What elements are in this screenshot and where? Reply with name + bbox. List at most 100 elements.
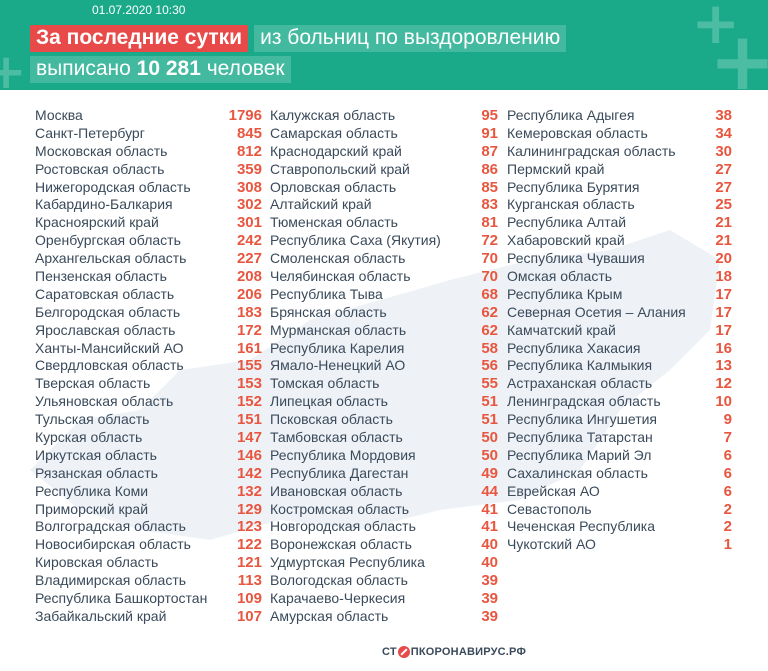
region-name: Тверская область (35, 375, 151, 392)
discharged-count: 109 (236, 590, 262, 608)
region-name: Пермский край (507, 160, 605, 177)
discharged-count: 9 (723, 411, 732, 429)
table-row: Иркутская область 146 (35, 447, 262, 465)
region-name: Москва (35, 107, 83, 123)
discharged-count: 56 (481, 357, 498, 375)
stop-icon (397, 645, 410, 658)
discharged-count: 39 (481, 607, 498, 625)
region-name: Республика Тыва (270, 285, 383, 302)
table-row: Республика Мордовия 50 (270, 447, 498, 465)
region-name: Омская область (507, 268, 613, 285)
table-row: Омская область 18 (507, 268, 732, 286)
region-name: Кабардино-Балкария (35, 196, 173, 213)
table-row: Республика Башкортостан 109 (35, 590, 262, 608)
discharged-count: 146 (236, 446, 262, 464)
region-name: Республика Башкортостан (35, 590, 208, 607)
discharged-count: 49 (481, 464, 498, 482)
region-name: Кемеровская область (507, 124, 648, 141)
table-row: Амурская область 39 (270, 608, 498, 626)
discharged-count: 206 (236, 285, 262, 303)
table-row: Кемеровская область 34 (507, 125, 732, 143)
region-name: Республика Калмыкия (507, 357, 653, 374)
discharged-count: 55 (481, 375, 498, 393)
region-name: Санкт-Петербург (35, 124, 145, 141)
discharged-count: 62 (481, 303, 498, 321)
table-row: Тверская область 153 (35, 375, 262, 393)
discharged-count: 41 (481, 500, 498, 518)
table-row: Камчатский край 17 (507, 322, 732, 340)
table-row: Архангельская область 227 (35, 250, 262, 268)
region-name: Мурманская область (270, 321, 407, 338)
table-row: Республика Дагестан 49 (270, 465, 498, 483)
region-name: Республика Алтай (507, 214, 627, 231)
discharged-count: 151 (236, 411, 262, 429)
table-row: Курская область 147 (35, 429, 262, 447)
region-name: Республика Дагестан (270, 464, 409, 481)
table-row: Оренбургская область 242 (35, 232, 262, 250)
discharged-count: 142 (236, 464, 262, 482)
discharged-count: 87 (481, 142, 498, 160)
region-name: Республика Бурятия (507, 178, 640, 195)
discharged-count: 70 (481, 268, 498, 286)
table-row: Алтайский край 83 (270, 196, 498, 214)
discharged-count: 161 (236, 339, 262, 357)
discharged-count: 91 (481, 124, 498, 142)
table-row: Волгоградская область 123 (35, 518, 262, 536)
discharged-count: 1796 (228, 107, 262, 124)
discharged-count: 38 (715, 107, 732, 124)
table-row: Удмуртская Республика 40 (270, 554, 498, 572)
table-row: Орловская область 85 (270, 179, 498, 197)
table-row: Астраханская область 12 (507, 375, 732, 393)
table-row: Приморский край 129 (35, 501, 262, 519)
discharged-count: 17 (715, 321, 732, 339)
table-row: Рязанская область 142 (35, 465, 262, 483)
table-row: Мурманская область 62 (270, 322, 498, 340)
discharged-count: 40 (481, 536, 498, 554)
discharged-count: 83 (481, 196, 498, 214)
discharged-count: 86 (481, 160, 498, 178)
discharged-count: 39 (481, 572, 498, 590)
discharged-count: 41 (481, 518, 498, 536)
region-name: Республика Мордовия (270, 446, 416, 463)
plus-decoration-icon: + (0, 44, 27, 90)
region-name: Калужская область (270, 107, 396, 123)
discharged-count: 152 (236, 393, 262, 411)
table-row: Республика Карелия 58 (270, 340, 498, 358)
discharged-count: 68 (481, 285, 498, 303)
table-row: Тульская область 151 (35, 411, 262, 429)
region-name: Челябинская область (270, 268, 411, 285)
region-name: Ивановская область (270, 482, 403, 499)
stopcoronavirus-logo: СТ ПКОРОНАВИРУС.РФ (381, 645, 527, 658)
discharged-count: 845 (236, 124, 262, 142)
region-name: Тульская область (35, 411, 150, 428)
region-name: Ленинградская область (507, 393, 661, 410)
discharged-count: 44 (481, 482, 498, 500)
discharged-count: 121 (236, 554, 262, 572)
region-name: Карачаево-Черкесия (270, 590, 406, 607)
region-name: Республика Адыгея (507, 107, 635, 123)
table-row: Республика Хакасия 16 (507, 340, 732, 358)
discharged-count: 25 (715, 196, 732, 214)
table-row: Томская область 55 (270, 375, 498, 393)
discharged-count: 2 (723, 518, 732, 536)
table-row: Севастополь 2 (507, 501, 732, 519)
table-row: Ивановская область 44 (270, 483, 498, 501)
region-name: Владимирская область (35, 572, 187, 589)
discharged-count: 227 (236, 250, 262, 268)
column-3: Республика Адыгея 38 Кемеровская область 34… (507, 107, 732, 554)
region-name: Хабаровский край (507, 232, 625, 249)
table-row: Тюменская область 81 (270, 214, 498, 232)
discharged-count: 107 (236, 607, 262, 625)
discharged-count: 17 (715, 285, 732, 303)
region-name: Забайкальский край (35, 607, 167, 624)
region-name: Амурская область (270, 607, 389, 624)
region-name: Сахалинская область (507, 464, 648, 481)
discharged-count: 27 (715, 160, 732, 178)
table-row: Республика Адыгея 38 (507, 107, 732, 125)
header-banner: + + + 01.07.2020 10:30 За последние сутк… (0, 0, 768, 90)
footer: СТ ПКОРОНАВИРУС.РФ (0, 632, 768, 671)
region-name: Чукотский АО (507, 536, 596, 553)
table-row: Псковская область 51 (270, 411, 498, 429)
region-name: Чеченская Республика (507, 518, 655, 535)
headline-text: из больниц по выздоровлению (254, 25, 567, 52)
